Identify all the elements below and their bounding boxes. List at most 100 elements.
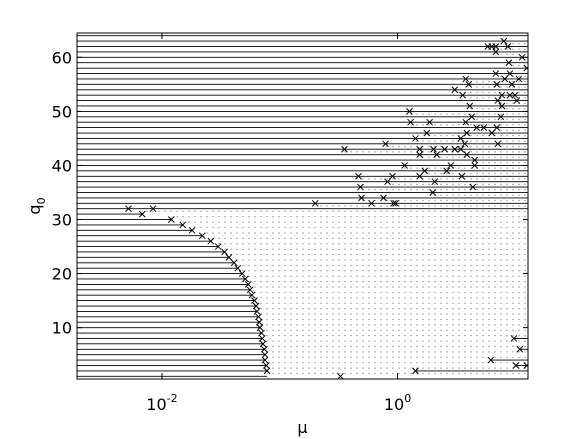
dotted-region xyxy=(258,311,528,317)
dotted-region xyxy=(264,343,528,350)
marker xyxy=(341,145,348,153)
x-tick-label: 10-2 xyxy=(146,392,177,414)
marker xyxy=(138,210,146,218)
marker xyxy=(518,53,526,61)
dotted-region xyxy=(262,333,528,339)
dotted-region xyxy=(210,235,528,242)
dotted-region xyxy=(254,295,528,301)
dotted-region xyxy=(202,230,528,236)
dotted-region xyxy=(182,219,528,225)
y-tick-label: 50 xyxy=(52,102,72,121)
dotted-region xyxy=(387,181,528,188)
marker xyxy=(511,91,519,99)
marker xyxy=(252,302,260,310)
marker xyxy=(389,172,396,180)
marker xyxy=(416,145,424,153)
marker xyxy=(221,248,228,256)
marker xyxy=(492,43,500,50)
dotted-region xyxy=(245,273,528,279)
dotted-region xyxy=(410,122,528,128)
marker xyxy=(506,91,514,99)
dotted-region xyxy=(261,327,528,334)
dotted-region xyxy=(495,51,528,58)
marker xyxy=(255,318,263,326)
marker xyxy=(459,91,467,99)
marker xyxy=(253,308,261,315)
marker xyxy=(461,140,469,148)
dotted-region xyxy=(526,68,528,74)
marker xyxy=(494,97,502,104)
marker xyxy=(493,81,501,88)
dotted-region xyxy=(265,349,528,355)
dotted-region xyxy=(360,187,528,193)
dotted-region xyxy=(224,246,528,252)
marker xyxy=(412,135,419,142)
dotted-region xyxy=(242,268,528,274)
marker xyxy=(234,264,242,272)
marker xyxy=(407,118,414,126)
marker xyxy=(443,167,451,175)
marker xyxy=(431,178,439,186)
marker xyxy=(512,362,520,369)
marker xyxy=(451,86,459,94)
marker xyxy=(207,237,215,245)
marker xyxy=(471,162,479,169)
dotted-region xyxy=(256,300,528,307)
dotted-region xyxy=(171,214,528,220)
marker xyxy=(256,324,264,331)
marker xyxy=(214,243,222,250)
marker xyxy=(258,329,265,337)
marker xyxy=(465,81,473,88)
dotted-region xyxy=(266,360,528,366)
marker xyxy=(493,124,501,131)
y-tick-label: 40 xyxy=(52,156,72,175)
marker xyxy=(504,43,512,50)
marker xyxy=(469,183,477,191)
marker xyxy=(241,275,249,283)
marker xyxy=(523,362,528,369)
dotted-region xyxy=(415,138,528,144)
dotted-region xyxy=(358,176,528,182)
marker xyxy=(248,291,256,299)
marker xyxy=(433,151,441,158)
marker xyxy=(480,124,488,131)
dotted-region xyxy=(468,84,528,90)
marker xyxy=(441,145,449,153)
marker xyxy=(244,281,252,288)
dotted-region xyxy=(361,197,528,204)
marker xyxy=(498,91,506,99)
marker xyxy=(416,172,424,180)
marker xyxy=(458,172,466,180)
marker xyxy=(494,140,502,148)
marker xyxy=(311,199,319,207)
marker xyxy=(523,64,528,72)
marker xyxy=(392,199,399,207)
marker xyxy=(255,313,262,321)
dotted-region xyxy=(260,322,528,328)
marker xyxy=(506,70,514,77)
marker xyxy=(501,75,509,83)
marker xyxy=(516,345,524,353)
marker xyxy=(508,81,516,88)
marker xyxy=(487,356,495,364)
marker xyxy=(355,172,362,180)
marker xyxy=(259,340,267,348)
marker xyxy=(463,151,471,158)
marker xyxy=(462,118,470,126)
dotted-region xyxy=(454,89,528,96)
dotted-region xyxy=(471,116,528,123)
marker xyxy=(149,205,157,213)
dotted-region xyxy=(487,46,528,52)
y-tick-label: 60 xyxy=(52,48,72,67)
marker xyxy=(258,335,266,342)
dotted-region xyxy=(265,354,528,361)
marker xyxy=(466,102,474,110)
y-tick-label: 10 xyxy=(52,319,72,338)
dotted-region xyxy=(250,284,528,290)
marker xyxy=(198,232,206,240)
dotted-region xyxy=(315,203,528,209)
marker xyxy=(416,151,424,158)
dotted-region xyxy=(424,170,528,177)
marker xyxy=(261,356,269,364)
dotted-region xyxy=(419,154,528,161)
